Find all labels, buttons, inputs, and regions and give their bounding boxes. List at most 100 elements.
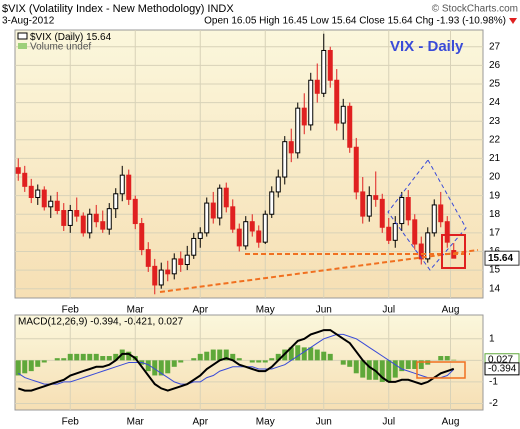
candle-body bbox=[61, 210, 67, 226]
marks: 1415161718192021222324252627FebMarAprMay… bbox=[15, 30, 520, 428]
candle-body bbox=[93, 213, 99, 223]
candle-body bbox=[87, 213, 93, 234]
histogram-bar bbox=[126, 351, 132, 361]
histogram-bar bbox=[74, 353, 80, 361]
candle-body bbox=[178, 258, 184, 265]
price-panel bbox=[14, 29, 484, 299]
y-tick-label: -1 bbox=[489, 377, 498, 388]
candle-body bbox=[126, 174, 132, 200]
date: 3-Aug-2012 bbox=[2, 16, 55, 27]
diamond bbox=[387, 159, 467, 271]
legend-label: $VIX (Daily) bbox=[30, 32, 83, 43]
x-tick-label: Jul bbox=[382, 417, 395, 428]
candle-body bbox=[145, 249, 151, 267]
x-tick-label: Apr bbox=[192, 305, 208, 316]
histogram-bar bbox=[262, 360, 268, 363]
candle-body bbox=[412, 219, 418, 245]
candle-body bbox=[379, 198, 385, 228]
candle-body bbox=[41, 189, 47, 208]
histogram-bar bbox=[223, 349, 229, 361]
y-tick-label: 20 bbox=[489, 172, 501, 183]
candle-body bbox=[249, 221, 255, 232]
legend-value: 15.64 bbox=[86, 32, 111, 43]
candle-body bbox=[327, 49, 333, 81]
x-tick-label: Jul bbox=[382, 305, 395, 316]
y-tick-label: 22 bbox=[489, 134, 501, 145]
candle-body bbox=[256, 230, 262, 243]
candle-body bbox=[54, 200, 60, 212]
histogram-bar bbox=[236, 358, 242, 361]
trend-line bbox=[159, 249, 479, 293]
value-tag: 0.027 bbox=[488, 354, 513, 365]
value-tag: -0.394 bbox=[488, 363, 517, 374]
histogram-bar bbox=[438, 356, 444, 361]
histogram-bar bbox=[22, 360, 28, 374]
candle-body bbox=[347, 105, 353, 148]
candle-body bbox=[80, 215, 86, 234]
histogram-bar bbox=[204, 351, 210, 361]
histogram-bar bbox=[41, 360, 47, 363]
histogram-bar bbox=[386, 360, 392, 382]
histogram-bar bbox=[451, 359, 457, 361]
candle-body bbox=[353, 146, 359, 193]
histogram-bar bbox=[418, 360, 424, 369]
legend-icon bbox=[17, 32, 28, 40]
histogram-bar bbox=[35, 360, 41, 367]
x-tick-label: Aug bbox=[442, 417, 460, 428]
histogram-bar bbox=[61, 358, 67, 361]
candle-body bbox=[386, 226, 392, 241]
candle-body bbox=[223, 187, 229, 208]
price-tag: 15.64 bbox=[488, 253, 513, 264]
candle-body bbox=[275, 176, 281, 193]
y-tick-label: 19 bbox=[489, 190, 501, 201]
histogram-bar bbox=[80, 353, 86, 361]
down-arrow bbox=[509, 18, 517, 24]
chart-title: $VIX (Volatility Index - New Methodology… bbox=[2, 3, 234, 15]
candle-body bbox=[366, 195, 372, 217]
candle-body bbox=[197, 232, 203, 239]
value-tag-box bbox=[484, 362, 520, 376]
macd-box bbox=[416, 361, 466, 379]
legend-sub: Volume undef bbox=[30, 42, 91, 53]
candle-body bbox=[308, 79, 314, 126]
quote: Open 16.05 High 16.45 Low 15.64 Close 15… bbox=[204, 16, 506, 27]
candle-body bbox=[74, 210, 80, 217]
y-tick-label: 1 bbox=[489, 333, 495, 344]
histogram-bar bbox=[178, 360, 184, 363]
candle-body bbox=[425, 232, 431, 260]
histogram-bar bbox=[28, 360, 34, 372]
histogram-bar bbox=[321, 351, 327, 361]
candle-body bbox=[152, 265, 158, 286]
histogram-bar bbox=[269, 358, 275, 361]
y-tick-label: 18 bbox=[489, 209, 501, 220]
candle-body bbox=[158, 269, 164, 286]
histogram-bar bbox=[353, 360, 359, 374]
candle-body bbox=[230, 206, 236, 230]
candle-body bbox=[48, 200, 54, 208]
candle-body bbox=[282, 141, 288, 178]
candle-body bbox=[139, 223, 145, 251]
histogram-bar bbox=[87, 353, 93, 361]
histogram-bar bbox=[100, 356, 106, 361]
candle-body bbox=[373, 195, 379, 200]
histogram-bar bbox=[249, 360, 255, 363]
candle-body bbox=[171, 258, 177, 275]
y-tick-label: -2 bbox=[489, 398, 498, 409]
candle-body bbox=[334, 79, 340, 124]
histogram-bar bbox=[366, 360, 372, 380]
histogram-bar bbox=[308, 347, 314, 361]
annotation: VIX - Daily bbox=[390, 38, 464, 55]
candle-body bbox=[217, 187, 223, 219]
macd-panel bbox=[14, 314, 484, 411]
candle-body bbox=[119, 174, 125, 195]
histogram-bar bbox=[210, 349, 216, 361]
candle-body bbox=[438, 204, 444, 223]
histogram-bar bbox=[197, 353, 203, 361]
histogram-bar bbox=[93, 353, 99, 361]
candle-body bbox=[262, 213, 268, 243]
candle-body bbox=[392, 223, 398, 241]
x-tick-label: Jun bbox=[316, 305, 332, 316]
histogram-bar bbox=[275, 353, 281, 361]
x-tick-label: Aug bbox=[442, 305, 460, 316]
